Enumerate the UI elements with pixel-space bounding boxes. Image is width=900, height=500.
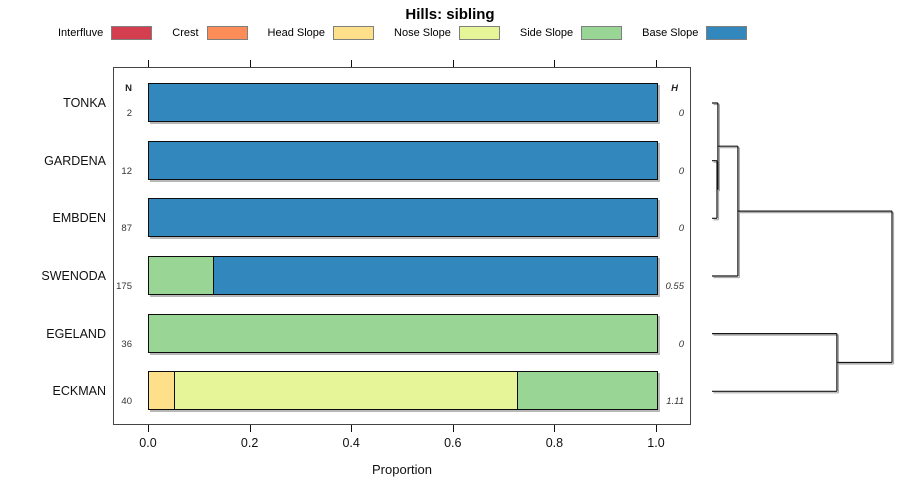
bar-segment-head-slope bbox=[149, 372, 175, 410]
x-axis-tick-top bbox=[249, 60, 251, 67]
legend-item: Base Slope bbox=[642, 26, 748, 40]
x-axis-tick-bottom bbox=[452, 425, 454, 432]
n-value: 2 bbox=[126, 108, 132, 119]
bar-segment-base-slope bbox=[149, 141, 657, 179]
chart-title: Hills: sibling bbox=[405, 6, 495, 23]
legend-item: Interfluve bbox=[58, 26, 153, 40]
x-axis-tick-bottom bbox=[249, 425, 251, 432]
legend: Interfluve Crest Head Slope Nose Slope Side … bbox=[58, 26, 767, 40]
h-value: 0 bbox=[678, 338, 684, 350]
legend-swatch bbox=[206, 26, 248, 40]
dendrogram-shadow bbox=[713, 103, 895, 394]
bar-row bbox=[148, 83, 658, 122]
x-axis-tick-label: 0.0 bbox=[139, 436, 157, 450]
bar-segment-side-slope bbox=[149, 256, 213, 294]
bar-row bbox=[148, 198, 658, 238]
bar-row bbox=[148, 371, 658, 411]
row-label: SWENODA bbox=[41, 268, 106, 283]
legend-label: Base Slope bbox=[642, 27, 699, 39]
n-column-header: N bbox=[125, 83, 132, 94]
legend-swatch bbox=[458, 26, 500, 40]
bar-segment-base-slope bbox=[149, 84, 657, 121]
dendrogram-lines bbox=[712, 102, 893, 392]
x-axis-tick-label: 0.6 bbox=[444, 436, 462, 450]
bar-row bbox=[148, 255, 658, 295]
legend-item: Nose Slope bbox=[394, 26, 500, 40]
x-axis-tick-bottom bbox=[656, 425, 657, 432]
row-label: GARDENA bbox=[44, 153, 106, 168]
n-value: 12 bbox=[121, 165, 132, 177]
x-axis-tick-label: 1.0 bbox=[647, 436, 665, 450]
h-value: 0 bbox=[678, 108, 684, 119]
x-axis-tick-bottom bbox=[351, 425, 353, 432]
h-value: 0 bbox=[678, 165, 684, 177]
legend-item: Head Slope bbox=[268, 26, 375, 40]
h-value: 0.55 bbox=[665, 280, 685, 292]
bar-row bbox=[148, 140, 658, 180]
row-label: TONKA bbox=[63, 96, 106, 110]
h-column-header: H bbox=[671, 83, 678, 94]
legend-item: Crest bbox=[172, 26, 248, 40]
x-axis-tick-label: 0.8 bbox=[545, 436, 564, 450]
x-axis-tick-bottom bbox=[554, 425, 556, 432]
bar-segment-nose-slope bbox=[174, 372, 518, 410]
x-axis-tick-label: 0.4 bbox=[342, 436, 360, 450]
x-axis-tick-top bbox=[351, 60, 353, 67]
x-axis-tick-label: 0.2 bbox=[240, 436, 259, 450]
x-axis-tick-top bbox=[656, 60, 657, 67]
n-value: 40 bbox=[121, 396, 132, 408]
x-axis-tick-bottom bbox=[148, 425, 149, 432]
bar-segment-base-slope bbox=[149, 199, 657, 237]
row-label: ECKMAN bbox=[52, 384, 106, 399]
row-label: EGELAND bbox=[46, 326, 106, 341]
legend-swatch bbox=[706, 26, 748, 40]
legend-label: Crest bbox=[172, 27, 199, 39]
legend-swatch bbox=[111, 26, 153, 40]
legend-label: Interfluve bbox=[58, 27, 104, 39]
bar-segment-base-slope bbox=[212, 256, 657, 294]
legend-label: Nose Slope bbox=[394, 27, 451, 39]
x-axis-tick-top bbox=[452, 60, 454, 67]
h-value: 1.11 bbox=[666, 396, 684, 408]
legend-swatch bbox=[581, 26, 623, 40]
x-axis-tick-top bbox=[554, 60, 556, 67]
legend-label: Side Slope bbox=[519, 27, 574, 39]
h-value: 0 bbox=[678, 223, 684, 235]
row-label: EMBDEN bbox=[52, 211, 106, 226]
bar-segment-side-slope bbox=[517, 372, 657, 410]
bar-row bbox=[148, 313, 658, 353]
n-value: 175 bbox=[116, 280, 132, 292]
plot-panel bbox=[113, 67, 691, 425]
x-axis-tick-top bbox=[148, 60, 149, 67]
legend-item: Side Slope bbox=[519, 26, 623, 40]
bar-segment-side-slope bbox=[149, 314, 657, 352]
legend-swatch bbox=[333, 26, 375, 40]
x-axis-label: Proportion bbox=[372, 462, 432, 477]
legend-label: Head Slope bbox=[267, 27, 326, 39]
n-value: 36 bbox=[121, 338, 132, 350]
n-value: 87 bbox=[121, 223, 132, 235]
